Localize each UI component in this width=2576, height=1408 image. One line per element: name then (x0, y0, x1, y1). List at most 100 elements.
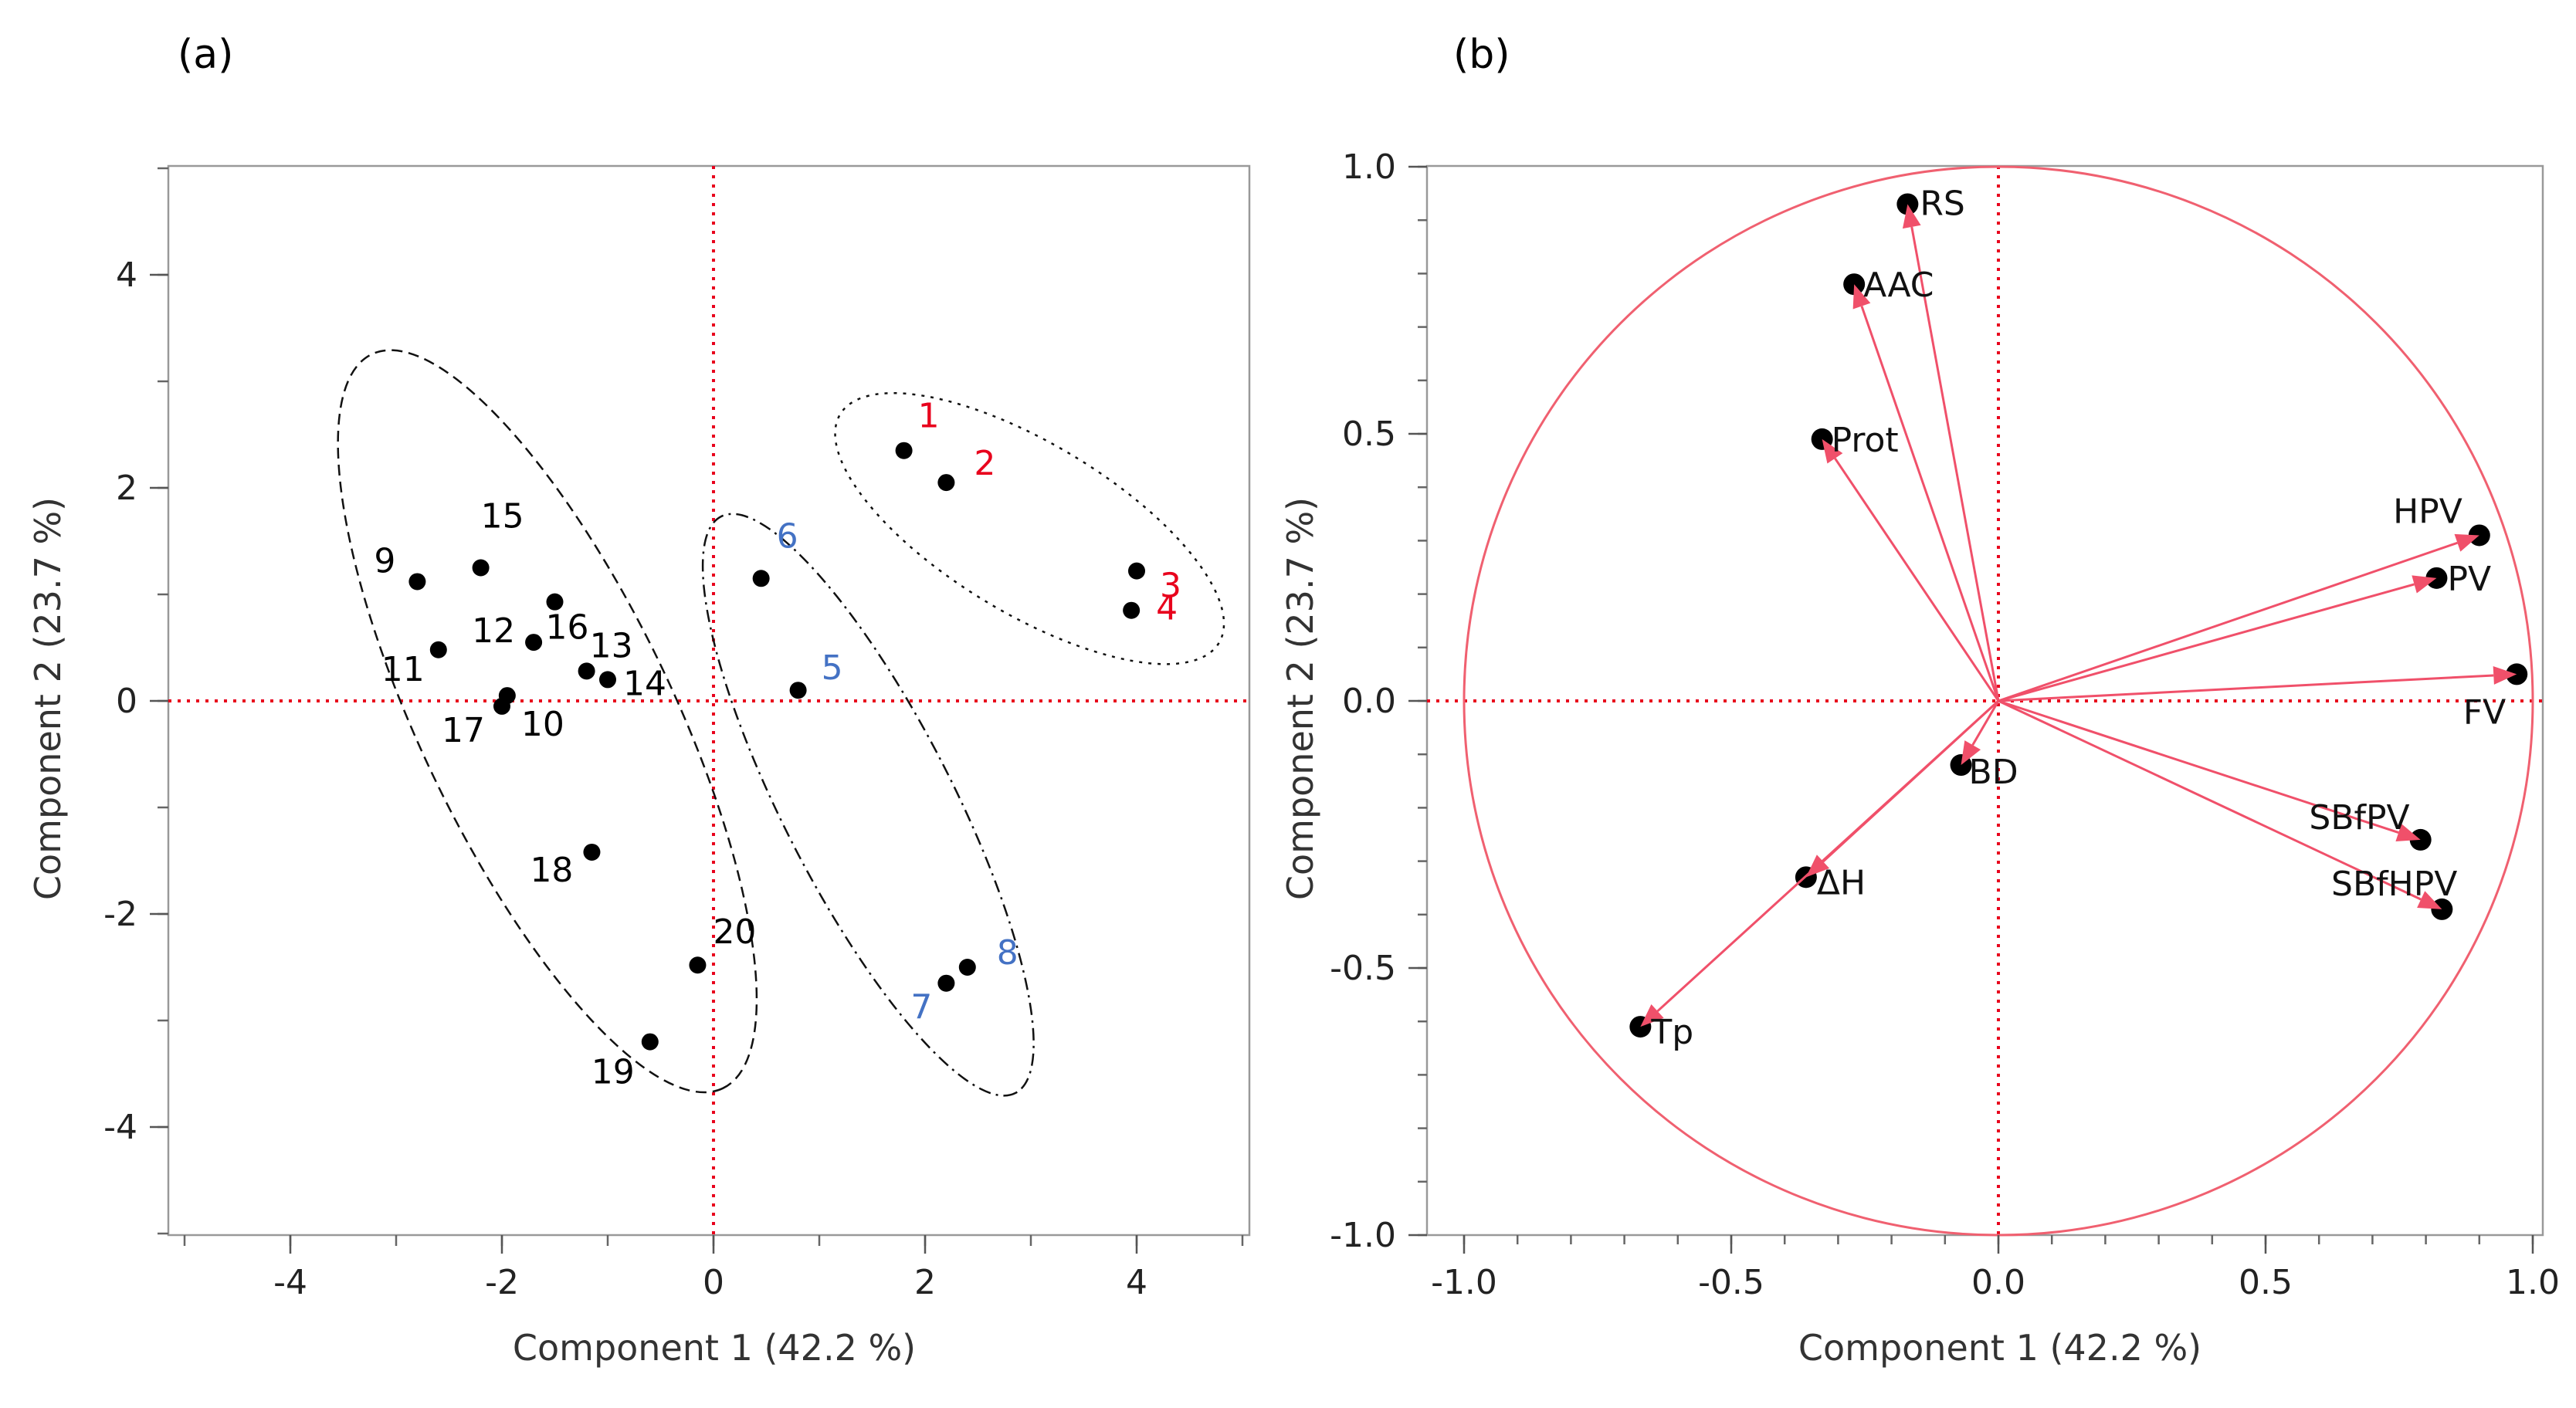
panel-a-point-13 (578, 662, 595, 680)
panel-a-point-12 (525, 634, 543, 652)
panel-b-variable-label-SBfPV: SBfPV (2309, 798, 2409, 838)
panel-b-y-tick-label: -0.5 (1330, 949, 1396, 988)
panel-b-x-axis-title: Component 1 (42.2 %) (1798, 1327, 2201, 1369)
panel-a-y-tick-label: 0 (116, 682, 137, 721)
panel-b: (b) -1.0 -0.5 0.0 0.5 1.0 -1.0-0.50.00.51.0 … (1280, 32, 2560, 1369)
panel-b-x-ticks: -1.0 -0.5 0.0 0.5 1.0 (1431, 1235, 2560, 1302)
panel-a-point-label-8: 8 (997, 933, 1019, 973)
panel-b-variable-label-Prot: Prot (1832, 421, 1899, 460)
panel-a-y-tick-label: -4 (103, 1108, 137, 1147)
panel-b-label: (b) (1453, 32, 1510, 78)
cluster-black-ellipse (337, 349, 758, 1094)
panel-b-arrowhead-SBfHPV (2417, 891, 2442, 909)
panel-a-point-label-14: 14 (623, 664, 666, 703)
panel-a-point-label-10: 10 (521, 705, 564, 744)
panel-b-variable-label-ΔH: ΔH (1817, 863, 1866, 902)
panel-a-point-6 (752, 570, 770, 587)
panel-a-point-label-6: 6 (777, 516, 798, 556)
panel-a-label: (a) (178, 32, 233, 78)
cluster-blue-ellipse (701, 513, 1035, 1097)
panel-a-point-label-4: 4 (1156, 589, 1178, 628)
panel-b-y-axis-title: Component 2 (23.7 %) (1280, 497, 1321, 900)
panel-a-y-ticks: -4 -2 0 2 4 (103, 167, 168, 1235)
panel-a-point-label-20: 20 (713, 912, 756, 952)
panel-a-point-label-18: 18 (530, 851, 573, 890)
panel-a-point-label-9: 9 (374, 541, 395, 580)
panel-a-x-tick-label: 4 (1126, 1263, 1147, 1302)
panel-a-point-2 (937, 474, 955, 492)
panel-b-variable-label-HPV: HPV (2393, 492, 2462, 531)
panel-a-x-tick-label: 2 (914, 1263, 936, 1302)
panel-b-variable-label-BD: BD (1969, 753, 2018, 792)
panel-a-point-label-19: 19 (591, 1053, 635, 1092)
panel-b-arrowhead-Tp (1640, 1004, 1664, 1027)
panel-a-point-8 (958, 959, 976, 976)
panel-a-x-tick-label: -2 (485, 1263, 519, 1302)
panel-a-point-label-1: 1 (918, 397, 940, 436)
panel-a-point-14 (599, 671, 616, 689)
panel-a-y-tick-label: 2 (116, 469, 137, 508)
panel-a-point-label-7: 7 (910, 988, 932, 1027)
panel-a-point-17 (493, 697, 510, 715)
panel-b-arrowhead-SBfPV (2395, 824, 2421, 841)
panel-a-point-label-16: 16 (546, 608, 589, 648)
panel-a-point-11 (429, 641, 447, 658)
panel-b-variable-label-SBfHPV: SBfHPV (2331, 865, 2457, 904)
panel-b-vector-SBfPV (1998, 699, 2399, 834)
panel-b-y-tick-label: 0.5 (1342, 415, 1396, 454)
panel-a-point-1 (895, 442, 913, 459)
panel-a-point-label-5: 5 (822, 648, 843, 688)
panel-a-point-18 (583, 843, 601, 861)
panel-b-arrowhead-Prot (1822, 438, 1843, 464)
panel-a-point-7 (937, 974, 955, 992)
panel-b-vector-SBfHPV (1998, 699, 2422, 901)
panel-b-y-tick-label: 0.0 (1342, 682, 1396, 721)
panel-b-x-tick-label: 0.5 (2239, 1263, 2293, 1302)
panel-a-reference-lines (168, 166, 1249, 1235)
panel-b-vector-BD (1971, 700, 2000, 746)
panel-b-arrowhead-FV (2493, 665, 2517, 685)
panel-b-vector-RS (1910, 226, 2000, 702)
panel-b-variable-label-Tp: Tp (1650, 1013, 1693, 1052)
panel-b-arrowhead-BD (1961, 740, 1981, 766)
panel-a-point-20 (689, 956, 707, 974)
panel-a-point-label-11: 11 (381, 650, 425, 689)
panel-b-vector-Prot (1834, 457, 2000, 702)
panel-a-point-label-3: 3 (1160, 567, 1181, 606)
panel-a-point-16 (546, 593, 564, 611)
panel-b-y-ticks: -1.0 -0.5 0.0 0.5 1.0 (1330, 147, 1427, 1255)
panel-a-x-tick-label: 0 (703, 1263, 724, 1302)
panel-a-point-label-2: 2 (974, 444, 995, 483)
panel-a-y-axis-title: Component 2 (23.7 %) (27, 497, 69, 900)
panel-a-point-15 (472, 559, 490, 577)
panel-b-arrowhead-AAC (1852, 284, 1871, 310)
panel-a-point-label-17: 17 (442, 711, 485, 750)
panel-b-arrowhead-HPV (2454, 533, 2479, 552)
panel-a-clusters (337, 349, 1225, 1097)
panel-a-point-19 (641, 1033, 659, 1051)
panel-b-vector-AAC (1860, 306, 2000, 702)
cluster-red-ellipse (834, 391, 1225, 665)
panel-a-x-ticks: -4 -2 0 2 4 (183, 1235, 1244, 1302)
panel-b-x-tick-label: -1.0 (1431, 1263, 1497, 1302)
panel-a-y-tick-label: 4 (116, 256, 137, 295)
panel-b-arrowhead-RS (1902, 204, 1921, 229)
panel-a-point-5 (789, 682, 807, 699)
panel-b-y-tick-label: -1.0 (1330, 1216, 1396, 1255)
panel-b-vector-FV (1998, 674, 2494, 702)
panel-b-x-tick-label: 1.0 (2506, 1263, 2560, 1302)
panel-b-x-tick-label: -0.5 (1698, 1263, 1764, 1302)
panel-b-vector-PV (1998, 583, 2415, 702)
panel-a-point-3 (1128, 562, 1145, 580)
panel-a-y-tick-label: -2 (103, 895, 137, 934)
panel-a-point-label-13: 13 (590, 626, 633, 665)
panel-b-vector-HPV (1998, 541, 2458, 702)
panel-a-point-label-12: 12 (472, 611, 515, 651)
panel-a-point-4 (1123, 601, 1141, 619)
panel-a-x-tick-label: -4 (273, 1263, 307, 1302)
panel-b-x-tick-label: 0.0 (1971, 1263, 2025, 1302)
panel-a-point-label-15: 15 (481, 497, 524, 536)
panel-b-arrowhead-PV (2412, 575, 2437, 594)
